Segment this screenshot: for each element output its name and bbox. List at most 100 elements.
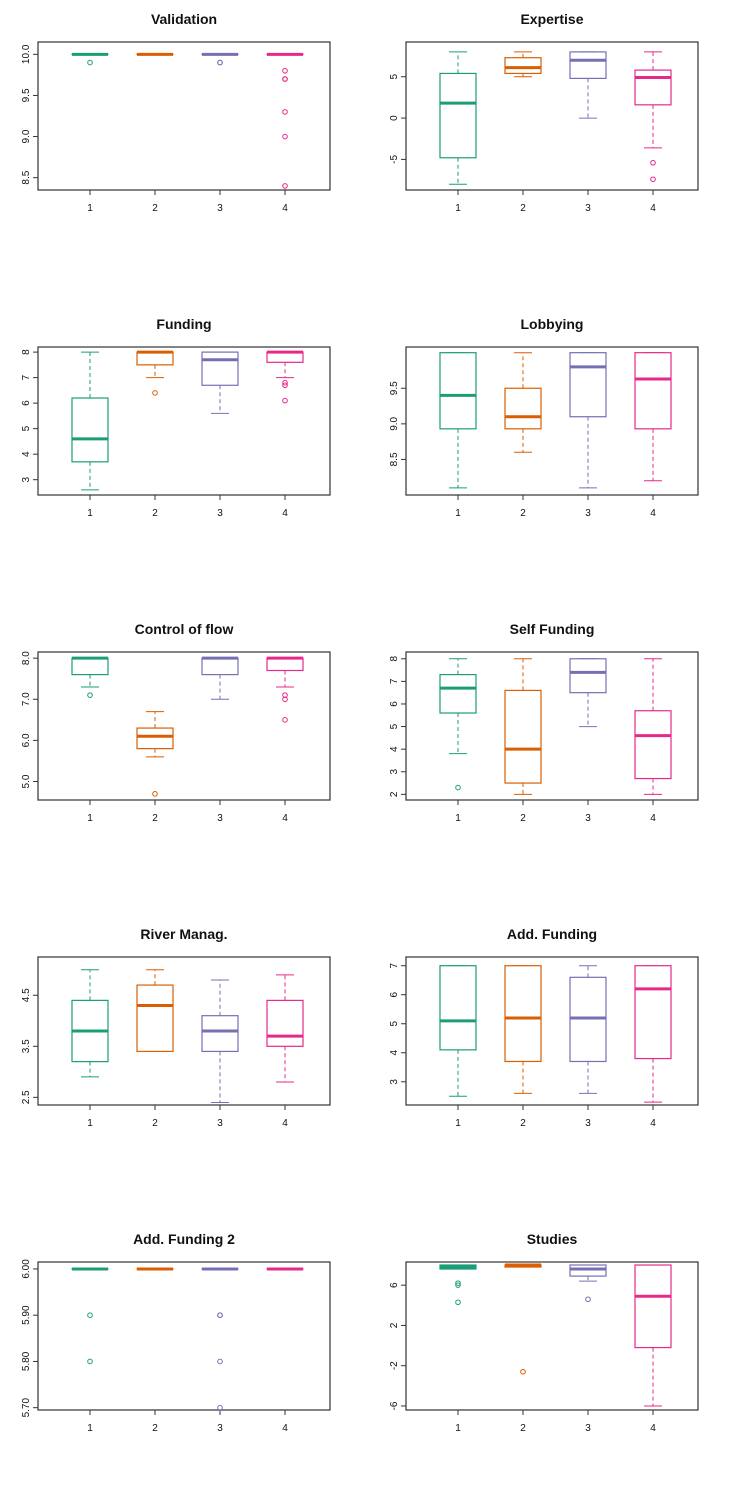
x-tick-label: 3: [217, 203, 223, 214]
x-tick-label: 3: [217, 1118, 223, 1129]
chart-title: Control of flow: [135, 621, 234, 637]
y-tick-label: 3: [389, 1079, 400, 1085]
x-tick-label: 2: [152, 1423, 158, 1434]
x-tick-label: 4: [650, 508, 656, 519]
x-tick-label: 4: [650, 203, 656, 214]
box-iqr: [635, 70, 671, 105]
box-group: [635, 1265, 671, 1406]
chart-title: Add. Funding: [507, 926, 597, 942]
y-tick-label: 5.80: [21, 1351, 32, 1371]
plot-frame: [38, 42, 330, 190]
y-tick-label: 8.5: [389, 452, 400, 466]
y-tick-label: 6: [389, 992, 400, 998]
box-group: [505, 966, 541, 1094]
box-iqr: [505, 966, 541, 1062]
y-tick-label: 0: [389, 115, 400, 121]
box-group: [72, 970, 108, 1077]
x-tick-label: 2: [520, 813, 526, 824]
y-tick-label: 6.00: [21, 1259, 32, 1279]
y-tick-label: -5: [389, 155, 400, 164]
x-tick-label: 1: [87, 1423, 93, 1434]
outlier-point: [88, 1359, 93, 1364]
y-tick-label: 6: [21, 400, 32, 406]
box-iqr: [570, 353, 606, 417]
chart-title: Funding: [156, 316, 211, 332]
y-tick-label: 8.0: [21, 651, 32, 665]
plot-frame: [38, 1262, 330, 1410]
box-iqr: [267, 1000, 303, 1046]
box-iqr: [267, 352, 303, 362]
y-tick-label: 6: [389, 701, 400, 707]
box-group: [635, 52, 671, 182]
box-iqr: [440, 353, 476, 429]
box-group: [635, 966, 671, 1102]
chart-title: Expertise: [520, 11, 583, 27]
x-tick-label: 4: [650, 1118, 656, 1129]
x-tick-label: 3: [217, 1423, 223, 1434]
x-tick-label: 3: [585, 1118, 591, 1129]
x-tick-label: 3: [585, 813, 591, 824]
box-group: [202, 1269, 238, 1410]
outlier-point: [283, 68, 288, 73]
outlier-point: [586, 1297, 591, 1302]
box-group: [137, 970, 173, 1052]
y-tick-label: 5: [389, 74, 400, 80]
box-group: [635, 353, 671, 481]
y-tick-label: 5: [389, 723, 400, 729]
x-tick-label: 2: [152, 203, 158, 214]
box-group: [72, 658, 108, 697]
chart-title: Add. Funding 2: [133, 1231, 235, 1247]
y-tick-label: 9.5: [389, 381, 400, 395]
box-iqr: [267, 658, 303, 670]
box-group: [440, 52, 476, 184]
outlier-point: [153, 391, 158, 396]
y-tick-label: 9.5: [21, 88, 32, 102]
box-group: [267, 975, 303, 1082]
box-group: [202, 352, 238, 413]
outlier-point: [153, 792, 158, 797]
y-tick-label: 4.5: [21, 988, 32, 1002]
y-tick-label: 7: [389, 962, 400, 968]
box-group: [635, 659, 671, 795]
chart-title: Validation: [151, 11, 217, 27]
outlier-point: [283, 718, 288, 723]
outlier-point: [218, 60, 223, 65]
x-tick-label: 2: [520, 1423, 526, 1434]
box-group: [570, 353, 606, 488]
y-tick-label: 3.5: [21, 1039, 32, 1053]
x-tick-label: 2: [152, 508, 158, 519]
outlier-point: [283, 184, 288, 189]
y-tick-label: 6: [389, 1282, 400, 1288]
y-tick-label: 4: [389, 746, 400, 752]
y-tick-label: 2: [389, 1322, 400, 1328]
y-tick-label: 10.0: [21, 44, 32, 64]
outlier-point: [283, 110, 288, 115]
x-tick-label: 3: [585, 508, 591, 519]
y-tick-label: 3: [21, 476, 32, 482]
y-tick-label: 2: [389, 791, 400, 797]
y-tick-label: -6: [389, 1401, 400, 1410]
outlier-point: [651, 160, 656, 165]
box-group: [137, 352, 173, 395]
box-iqr: [635, 353, 671, 429]
chart-title: Studies: [527, 1231, 578, 1247]
box-group: [505, 659, 541, 795]
x-tick-label: 1: [455, 1118, 461, 1129]
x-tick-label: 1: [87, 1118, 93, 1129]
box-group: [267, 658, 303, 722]
x-tick-label: 1: [87, 508, 93, 519]
box-group: [202, 980, 238, 1102]
